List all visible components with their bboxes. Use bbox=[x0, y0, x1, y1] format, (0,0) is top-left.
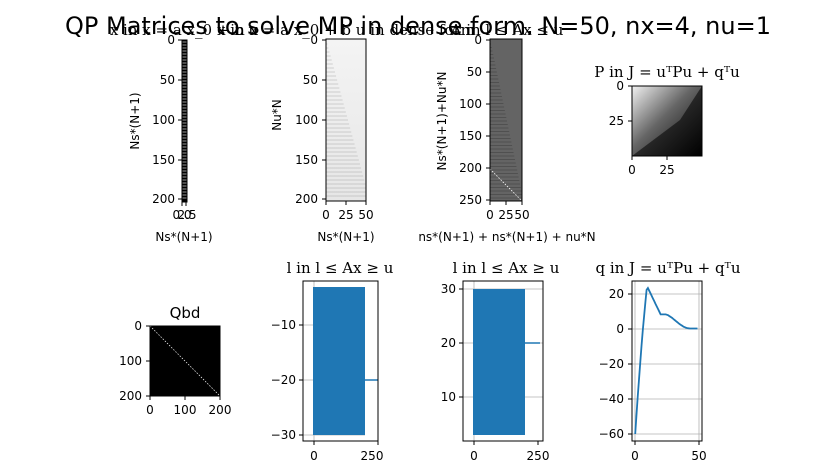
heatmap-3-ytick: 0 bbox=[474, 33, 482, 47]
line-6-band bbox=[313, 287, 365, 435]
heatmap-1-frame bbox=[181, 39, 188, 203]
line-8-title: q in J = uᵀPu + qᵀu bbox=[595, 259, 740, 277]
heatmap-3-ticks bbox=[486, 39, 523, 205]
line-8-xtick: 0 bbox=[631, 449, 639, 463]
line-6-xtick: 250 bbox=[361, 449, 384, 463]
line-6-ticks bbox=[299, 324, 379, 445]
heatmap-3-image bbox=[490, 39, 522, 201]
heatmap-2-title: x in x = a x_0 + b u in dense form bbox=[217, 21, 475, 39]
line-panel-7: 30 20 10 0 250 l in l ≤ Ax ≥ u bbox=[441, 259, 560, 463]
heatmap-5-ytick: 0 bbox=[134, 319, 142, 333]
line-panel-8: 20 0 −20 −40 −60 0 50 q in J = uᵀPu + qᵀ… bbox=[595, 259, 740, 463]
heatmap-4-ytick: 25 bbox=[609, 114, 624, 128]
heatmap-3-ytick: 200 bbox=[459, 161, 482, 175]
heatmap-4-ticks bbox=[628, 85, 668, 160]
heatmap-3-title: A in l ≤ Ax ≤ u bbox=[450, 21, 564, 39]
heatmap-3-xlabel: ns*(N+1) + ns*(N+1) + nu*N bbox=[418, 230, 595, 244]
heatmap-1-ylabel: Ns*(N+1) bbox=[128, 92, 142, 149]
heatmap-1-ticks bbox=[178, 39, 187, 206]
heatmap-4-xtick: 0 bbox=[628, 163, 636, 177]
heatmap-panel-5: 0 100 200 0 100 200 Qbd bbox=[119, 304, 231, 417]
heatmap-5-ticks bbox=[146, 325, 221, 400]
heatmap-1-xtick: 2.5 bbox=[177, 208, 196, 222]
heatmap-4-ytick: 0 bbox=[616, 79, 624, 93]
heatmap-4-dark-corner bbox=[632, 86, 702, 156]
q-series-line bbox=[634, 286, 698, 435]
heatmap-3-ytick: 50 bbox=[467, 65, 482, 79]
heatmap-1-ytick: 100 bbox=[152, 113, 175, 127]
heatmap-1-stripes bbox=[182, 41, 187, 199]
heatmap-2-xtick: 0 bbox=[322, 208, 330, 222]
line-8-xtick: 50 bbox=[691, 449, 706, 463]
heatmap-3-ylabel: Ns*(N+1)+Nu*N bbox=[435, 72, 449, 171]
line-7-ticks bbox=[459, 288, 539, 445]
heatmap-5-xtick: 200 bbox=[209, 403, 232, 417]
line-6-title: l in l ≤ Ax ≥ u bbox=[287, 259, 394, 277]
heatmap-2-ytick: 50 bbox=[303, 73, 318, 87]
heatmap-5-ytick: 100 bbox=[119, 354, 142, 368]
heatmap-3-ytick: 150 bbox=[459, 129, 482, 143]
heatmap-2-lines bbox=[326, 43, 366, 197]
heatmap-1-ytick: 150 bbox=[152, 153, 175, 167]
line-8-ytick: −40 bbox=[599, 392, 624, 406]
heatmap-panel-4: 0 25 0 25 P in J = uᵀPu + qᵀu bbox=[594, 63, 740, 177]
line-8-grid bbox=[632, 281, 702, 441]
heatmap-5-ytick: 200 bbox=[119, 389, 142, 403]
line-7-frame bbox=[462, 280, 544, 442]
heatmap-2-ytick: 200 bbox=[295, 192, 318, 206]
line-8-ytick: −20 bbox=[599, 357, 624, 371]
heatmap-1-xtick: 0.0 bbox=[172, 208, 191, 222]
line-7-ytick: 10 bbox=[441, 390, 456, 404]
heatmap-3-ytick: 250 bbox=[459, 193, 482, 207]
line-8-ytick: 20 bbox=[609, 287, 624, 301]
line-8-frame bbox=[631, 280, 703, 442]
line-7-xtick: 250 bbox=[527, 449, 550, 463]
heatmap-1-image bbox=[182, 40, 187, 202]
line-8-ytick: 0 bbox=[616, 322, 624, 336]
figure-suptitle: QP Matrices to solve MP in dense form. N… bbox=[65, 12, 771, 40]
heatmap-2-ylabel: Nu*N bbox=[270, 99, 284, 131]
line-7-title: l in l ≤ Ax ≥ u bbox=[453, 259, 560, 277]
heatmap-1-ytick: 50 bbox=[160, 73, 175, 87]
heatmap-panel-2: 0 50 100 150 200 0 25 50 Ns*(N+1) Nu*N x… bbox=[217, 21, 475, 244]
heatmap-3-xtick: 0 bbox=[486, 208, 494, 222]
heatmap-2-ytick: 100 bbox=[295, 113, 318, 127]
line-7-band bbox=[473, 289, 525, 435]
line-7-ytick: 20 bbox=[441, 336, 456, 350]
line-8-ytick: −60 bbox=[599, 427, 624, 441]
heatmap-2-ticks bbox=[322, 39, 367, 205]
heatmap-panel-1: 0 50 100 150 200 0.0 2.5 Ns*(N+1) Ns*(N+… bbox=[110, 21, 259, 244]
heatmap-1-ytick: 200 bbox=[152, 192, 175, 206]
line-6-ytick: −30 bbox=[271, 428, 296, 442]
heatmap-5-xtick: 100 bbox=[174, 403, 197, 417]
heatmap-5-title: Qbd bbox=[170, 304, 201, 322]
line-6-frame bbox=[302, 280, 379, 442]
heatmap-4-title: P in J = uᵀPu + qᵀu bbox=[594, 63, 740, 81]
line-7-ytick: 30 bbox=[441, 282, 456, 296]
heatmap-5-xtick: 0 bbox=[146, 403, 154, 417]
line-panel-6: −10 −20 −30 0 250 l in l ≤ Ax ≥ u bbox=[271, 259, 394, 463]
heatmap-2-xtick: 50 bbox=[358, 208, 373, 222]
heatmap-3-ytick: 100 bbox=[459, 97, 482, 111]
line-6-xtick: 0 bbox=[310, 449, 318, 463]
heatmap-2-xtick: 25 bbox=[338, 208, 353, 222]
heatmap-panel-3: 0 50 100 150 200 250 0 25 50 ns*(N+1) + … bbox=[418, 21, 595, 244]
heatmap-3-xtick: 50 bbox=[514, 208, 529, 222]
line-8-ticks bbox=[628, 293, 700, 445]
heatmap-1-ytick: 0 bbox=[167, 33, 175, 47]
heatmap-2-ytick: 150 bbox=[295, 153, 318, 167]
line-7-xtick: 0 bbox=[470, 449, 478, 463]
heatmap-1-xlabel: Ns*(N+1) bbox=[155, 230, 212, 244]
heatmap-2-ytick: 0 bbox=[310, 33, 318, 47]
heatmap-3-xtick: 25 bbox=[498, 208, 513, 222]
line-6-ytick: −10 bbox=[271, 318, 296, 332]
heatmap-5-diagonal bbox=[149, 325, 221, 397]
heatmap-4-xtick: 25 bbox=[659, 163, 674, 177]
line-6-ytick: −20 bbox=[271, 373, 296, 387]
heatmap-1-title: x in x = a x_0 + b u bbox=[110, 21, 259, 39]
heatmap-2-xlabel: Ns*(N+1) bbox=[317, 230, 374, 244]
